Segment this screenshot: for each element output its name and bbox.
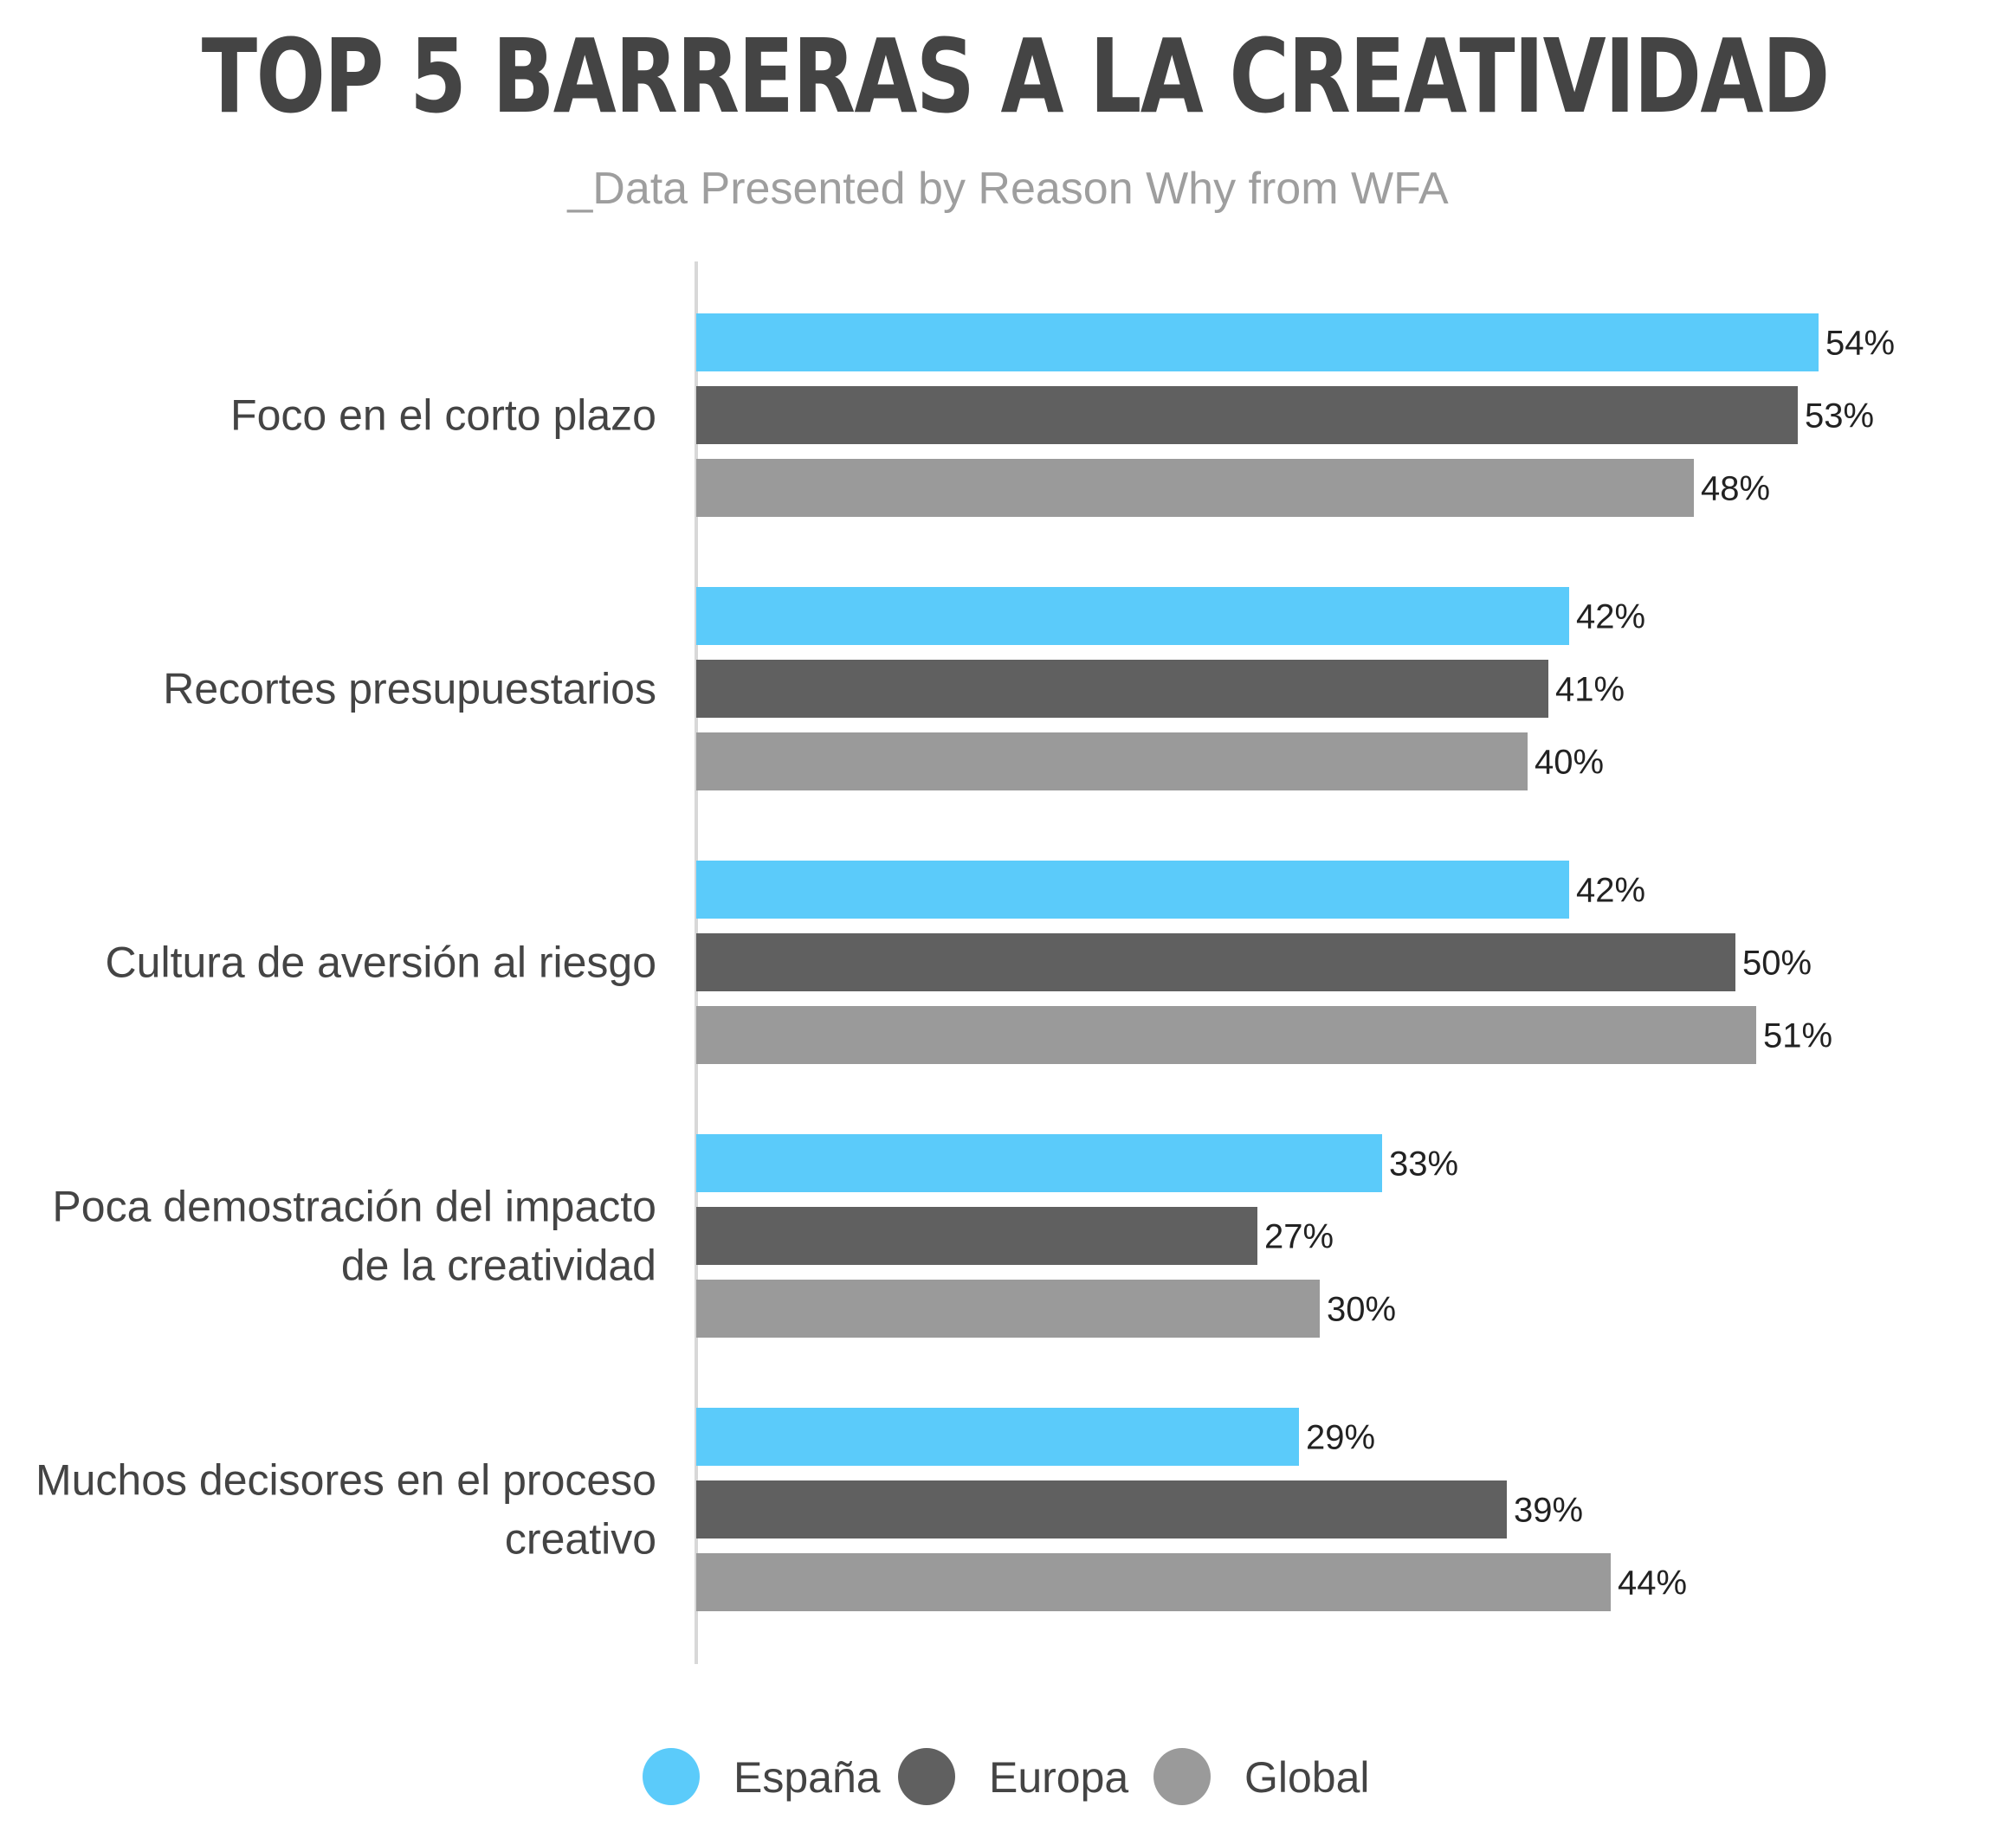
category-label: Poca demostración del impacto	[52, 1183, 656, 1231]
chart-subtitle: _Data Presented by Reason Why from WFA	[567, 164, 1449, 214]
data-label: 39%	[1514, 1492, 1583, 1530]
bar-espaa	[696, 861, 1569, 919]
bar-europa	[696, 933, 1735, 991]
data-label: 30%	[1327, 1291, 1396, 1329]
data-label: 41%	[1555, 671, 1625, 709]
category-label: de la creatividad	[341, 1242, 656, 1290]
bar-espaa	[696, 587, 1569, 645]
legend-swatch	[1153, 1748, 1211, 1805]
legend-swatch	[898, 1748, 955, 1805]
bar-europa	[696, 1207, 1257, 1265]
legend-label: Europa	[989, 1753, 1128, 1802]
data-label: 53%	[1805, 397, 1874, 435]
category-label: creativo	[505, 1515, 656, 1564]
data-label: 27%	[1264, 1218, 1334, 1256]
bars-layer: 54% 53% 48% 42% 41% 40% 42% 50% 51% 33% 27% 30% 29% 3…	[695, 261, 1895, 1664]
category-label: Muchos decisores en el proceso	[36, 1456, 656, 1505]
bar-espaa	[696, 1408, 1299, 1466]
data-label: 50%	[1742, 945, 1812, 983]
category-label: Foco en el corto plazo	[230, 391, 656, 440]
bar-espaa	[696, 1134, 1382, 1192]
legend-label: España	[733, 1753, 881, 1802]
bar-global	[696, 459, 1694, 517]
data-label: 54%	[1825, 325, 1895, 363]
bar-europa	[696, 660, 1548, 718]
legend-swatch	[643, 1748, 700, 1805]
bar-global	[696, 1553, 1611, 1611]
bar-global	[696, 1006, 1756, 1064]
category-labels: Foco en el corto plazo Recortes presupues…	[36, 391, 656, 1564]
data-label: 33%	[1389, 1145, 1458, 1184]
bar-espaa	[696, 313, 1819, 371]
category-label: Recortes presupuestarios	[163, 665, 656, 713]
bar-europa	[696, 386, 1798, 444]
data-label: 29%	[1306, 1419, 1375, 1457]
chart-title: TOP 5 BARRERAS A LA CREATIVIDAD	[201, 16, 1830, 136]
legend-label: Global	[1244, 1753, 1370, 1802]
data-label: 42%	[1576, 872, 1645, 910]
legend: España Europa Global	[643, 1748, 1370, 1805]
bar-global	[696, 1280, 1320, 1338]
bar-europa	[696, 1480, 1507, 1538]
data-label: 40%	[1535, 744, 1604, 782]
bar-global	[696, 732, 1528, 790]
category-label: Cultura de aversión al riesgo	[106, 939, 656, 987]
data-label: 51%	[1763, 1017, 1832, 1055]
data-label: 44%	[1618, 1564, 1687, 1603]
data-label: 42%	[1576, 598, 1645, 636]
data-label: 48%	[1701, 470, 1770, 508]
